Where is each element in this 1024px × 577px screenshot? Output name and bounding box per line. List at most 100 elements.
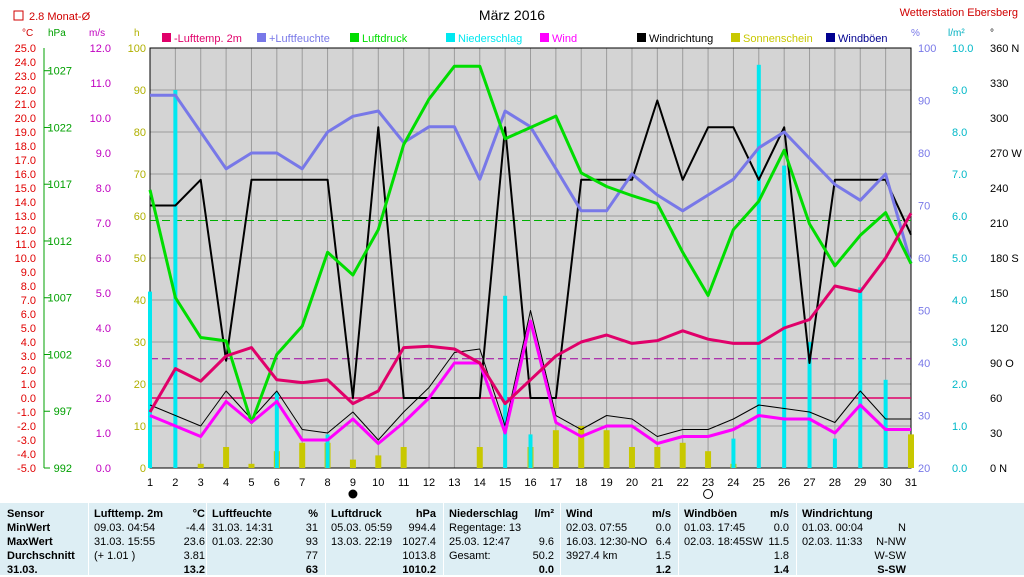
stats-wind-time: 02.03. 07:55 <box>566 522 628 534</box>
precipitation-bar <box>883 379 888 468</box>
temp-tick-label: 1.0 <box>21 379 36 391</box>
temp-tick-label: 14.0 <box>15 197 36 209</box>
legend-swatch <box>162 33 171 42</box>
precip-tick-label: 10.0 <box>952 43 973 55</box>
direction-tick-label: 120 <box>990 323 1008 335</box>
temp-tick-label: 2.0 <box>21 365 36 377</box>
statistics-table: Sensor MinWert MaxWert Durchschnitt 31.03. Lu… <box>0 503 1024 576</box>
stats-pressure-value: 994.4 <box>408 522 436 534</box>
temp-tick-label: -1.0 <box>17 407 36 419</box>
sunshine-bar <box>349 459 356 468</box>
stats-gusts-value: 1.4 <box>773 564 789 576</box>
stats-pressure-unit: hPa <box>415 508 436 520</box>
gusts-line <box>149 310 911 441</box>
precipitation-bar <box>832 438 837 468</box>
stats-humidity-time: 01.03. 22:30 <box>212 536 274 548</box>
wind-tick-label: 3.0 <box>96 358 111 370</box>
pressure-tick-label: 1002 <box>48 349 72 361</box>
humidity-tick-label: 20 <box>918 463 930 475</box>
humidity-tick-label: 100 <box>918 43 936 55</box>
stats-row-label: Durchschnitt <box>7 550 75 562</box>
temp-tick-label: -4.0 <box>17 449 36 461</box>
stats-temp-value: 3.81 <box>183 550 205 562</box>
full-moon-icon <box>703 489 714 499</box>
stats-temp-unit: °C <box>192 508 205 520</box>
stats-winddir-header: Windrichtung <box>802 508 873 520</box>
temp-tick-label: 0.0 <box>21 393 36 405</box>
humidity-tick-label: 60 <box>918 253 930 265</box>
stats-wind-value: 1.5 <box>655 550 671 562</box>
precip-tick-label: 5.0 <box>952 253 967 265</box>
pressure-line <box>148 64 913 425</box>
pressure-tick-label: 1017 <box>48 179 72 191</box>
x-tick-label: 4 <box>223 477 229 489</box>
new-moon-icon <box>348 489 358 499</box>
sunshine-bar <box>603 430 610 468</box>
precipitation-bar <box>731 438 736 468</box>
stats-humidity-value: 77 <box>305 550 318 562</box>
sunshine-bar <box>400 447 407 468</box>
precip-tick-label: 4.0 <box>952 295 967 307</box>
x-tick-label: 13 <box>448 477 460 489</box>
stats-precip-time: Regentage: 13 <box>449 522 522 534</box>
x-tick-label: 25 <box>753 477 765 489</box>
x-tick-label: 1 <box>147 477 153 489</box>
stats-column-divider <box>560 503 561 575</box>
stats-pressure-value: 1010.2 <box>402 564 436 576</box>
temp-tick-label: 19.0 <box>15 127 36 139</box>
direction-tick-label: 270 W <box>990 148 1022 160</box>
sunshine-bar <box>578 426 585 468</box>
wind-tick-label: 0.0 <box>96 463 111 475</box>
precip-tick-label: 9.0 <box>952 85 967 97</box>
sun-tick-label: 20 <box>134 379 146 391</box>
sun-tick-label: 90 <box>134 85 146 97</box>
precip-tick-label: 6.0 <box>952 211 967 223</box>
stats-pressure-header: Luftdruck <box>331 508 382 520</box>
sunshine-bar <box>375 455 382 468</box>
unit-humidity: % <box>911 28 920 39</box>
wind-line <box>149 319 911 445</box>
humidity-tick-label: 70 <box>918 201 930 213</box>
stats-temp-time: (+ 1.01 ) <box>94 550 136 562</box>
x-tick-label: 15 <box>499 477 511 489</box>
temp-tick-label: 7.0 <box>21 295 36 307</box>
temp-tick-label: 17.0 <box>15 155 36 167</box>
pressure-tick-label: 1027 <box>48 66 72 78</box>
stats-precip-time: 25.03. 12:47 <box>449 536 511 548</box>
precip-tick-label: 1.0 <box>952 421 967 433</box>
stats-column-divider <box>325 503 326 575</box>
temp-tick-label: 11.0 <box>15 239 36 251</box>
wind-tick-label: 6.0 <box>96 253 111 265</box>
temperature-line <box>148 212 913 413</box>
legend-swatch <box>446 33 455 42</box>
sunshine-bar <box>476 447 483 468</box>
stats-temp-time: 09.03. 04:54 <box>94 522 156 534</box>
temp-tick-label: 22.0 <box>15 85 36 97</box>
sun-tick-label: 80 <box>134 127 146 139</box>
sunshine-bar <box>197 463 204 468</box>
precipitation-bar <box>858 287 863 468</box>
temp-tick-label: 18.0 <box>15 141 36 153</box>
stats-temp-header: Lufttemp. 2m <box>94 508 164 520</box>
direction-tick-label: 300 <box>990 113 1008 125</box>
legend-label: Sonnenschein <box>743 33 813 45</box>
temp-tick-label: 8.0 <box>21 281 36 293</box>
temp-tick-label: 13.0 <box>15 211 36 223</box>
stats-winddir-value: S-SW <box>877 564 906 576</box>
sunshine-bar <box>908 434 914 468</box>
legend-label: Niederschlag <box>458 33 522 45</box>
stats-column-divider <box>678 503 679 575</box>
x-tick-label: 3 <box>198 477 204 489</box>
stats-humidity-value: 31 <box>305 522 318 534</box>
sun-tick-label: 10 <box>134 421 146 433</box>
sun-tick-label: 60 <box>134 211 146 223</box>
x-tick-label: 20 <box>626 477 638 489</box>
unit-temp: °C <box>22 28 33 39</box>
stats-humidity-value: 93 <box>305 536 318 548</box>
x-tick-label: 10 <box>372 477 384 489</box>
stats-wind-time: 16.03. 12:30-NO <box>566 536 648 548</box>
stats-wind-header: Wind <box>566 508 593 520</box>
sunshine-bar <box>654 447 661 468</box>
direction-tick-label: 60 <box>990 393 1002 405</box>
x-tick-label: 2 <box>172 477 178 489</box>
